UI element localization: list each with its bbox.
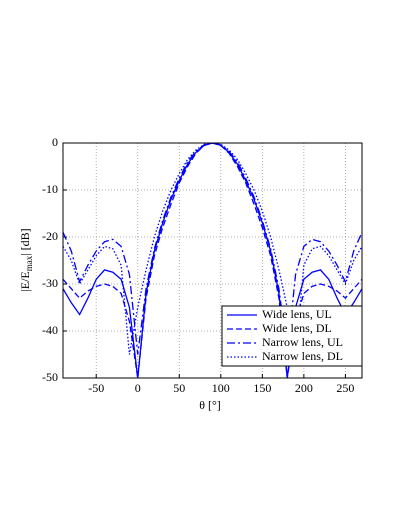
y-tick-label: -30 [42, 276, 58, 290]
y-tick-label: 0 [52, 135, 58, 149]
x-tick-label: 250 [336, 381, 354, 395]
x-tick-label: -50 [88, 381, 104, 395]
line-series [63, 143, 362, 355]
x-tick-label: 150 [253, 381, 271, 395]
y-tick-label: -20 [42, 229, 58, 243]
line-series [63, 143, 362, 378]
plot-frame [62, 142, 363, 379]
legend-label: Narrow lens, UL [262, 335, 343, 349]
y-tick-label: -10 [42, 182, 58, 196]
y-axis-label: |E/Emax| [dB] [18, 228, 34, 291]
x-tick-label: 50 [173, 381, 185, 395]
legend-label: Wide lens, DL [262, 321, 332, 335]
x-tick-label: 100 [212, 381, 230, 395]
x-axis-label: θ [°] [199, 398, 221, 412]
legend-label: Narrow lens, DL [262, 349, 343, 363]
plot-area [63, 143, 362, 378]
x-tick-label: 0 [135, 381, 141, 395]
line-series [63, 143, 362, 378]
y-tick-label: -40 [42, 323, 58, 337]
legend-box [221, 305, 363, 367]
line-series [63, 143, 362, 355]
y-tick-label: -50 [42, 370, 58, 384]
legend-label: Wide lens, UL [262, 307, 332, 321]
x-tick-label: 200 [295, 381, 313, 395]
